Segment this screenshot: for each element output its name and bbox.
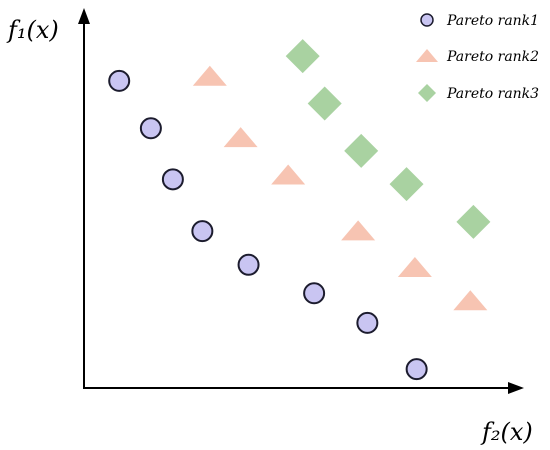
legend-marker-rank2 <box>416 49 438 62</box>
rank2-point <box>271 164 306 185</box>
legend-marker-rank1 <box>420 13 434 27</box>
rank3-point <box>456 204 491 239</box>
rank1-point <box>303 282 326 305</box>
rank1-point <box>237 253 260 276</box>
x-axis-label: f₂(x) <box>480 418 533 446</box>
axes <box>78 8 524 394</box>
x-axis-arrow-icon <box>508 382 524 394</box>
rank1-point <box>405 358 428 381</box>
rank1-point <box>108 69 131 92</box>
rank3-point <box>344 133 379 168</box>
legend: Pareto rank1 Pareto rank2 Pareto rank3 <box>416 13 539 102</box>
rank2-point <box>397 257 432 278</box>
rank2-point <box>192 65 227 86</box>
rank1-point <box>191 220 214 243</box>
rank1-point <box>356 311 379 334</box>
legend-label-rank1: Pareto rank1 <box>446 13 539 29</box>
rank2-point <box>223 127 258 148</box>
rank1-point <box>139 117 162 140</box>
rank3-point <box>307 86 342 121</box>
rank2-point <box>453 290 488 311</box>
rank3-point <box>285 39 320 74</box>
y-axis-label: f₁(x) <box>6 16 59 44</box>
y-axis-arrow-icon <box>78 8 90 24</box>
legend-label-rank3: Pareto rank3 <box>446 86 539 102</box>
data-points <box>108 39 491 381</box>
rank1-point <box>161 168 184 191</box>
rank2-point <box>341 220 376 241</box>
rank3-point <box>389 167 424 202</box>
legend-marker-rank3 <box>418 84 436 102</box>
legend-label-rank2: Pareto rank2 <box>446 49 539 65</box>
